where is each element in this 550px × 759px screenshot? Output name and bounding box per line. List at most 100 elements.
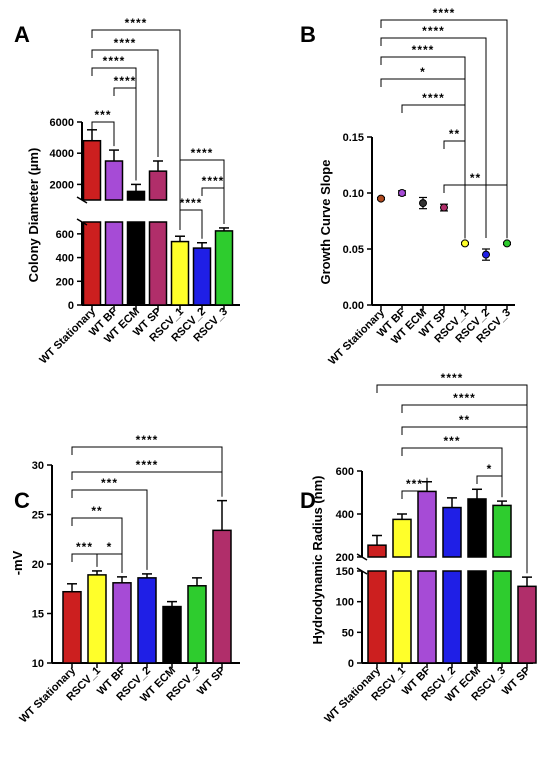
y-tick-label: 0.05 (343, 244, 364, 256)
bar-lower (442, 570, 462, 664)
bar-upper (492, 504, 512, 558)
significance-label: *** (94, 108, 111, 122)
panel-label: D (300, 488, 316, 513)
y-tick-label: 150 (336, 566, 354, 578)
significance-label: ** (459, 413, 470, 427)
y-tick-label: 400 (336, 509, 354, 521)
significance-label: **** (412, 43, 435, 57)
y-tick-label: 400 (56, 253, 74, 265)
bar (212, 529, 232, 664)
point (398, 189, 406, 197)
y-tick-label: 200 (56, 276, 74, 288)
bar-upper (417, 490, 437, 558)
y-tick-label: 600 (56, 229, 74, 241)
bar (112, 582, 132, 664)
significance-label: **** (422, 91, 445, 105)
significance-bracket (71, 553, 98, 567)
bar-upper (104, 160, 124, 201)
significance-bracket (380, 37, 487, 238)
bar-lower (148, 221, 168, 306)
significance-label: **** (114, 36, 137, 50)
x-tick-label: WT SP (195, 665, 228, 698)
bar (192, 247, 212, 306)
bar (62, 590, 82, 664)
y-tick-label: 4000 (50, 148, 74, 160)
significance-label: * (107, 540, 113, 554)
y-tick-label: 0.10 (343, 188, 364, 200)
y-tick-label: 25 (32, 510, 44, 522)
significance-label: **** (180, 196, 203, 210)
bar (214, 230, 234, 306)
bar-upper (442, 506, 462, 558)
significance-label: *** (76, 540, 93, 554)
y-tick-label: 20 (32, 559, 44, 571)
x-tick-label: WT Stationary (37, 305, 98, 366)
significance-label: *** (406, 477, 423, 491)
significance-bracket (71, 489, 148, 570)
bar-lower (367, 570, 387, 664)
point (503, 239, 511, 248)
y-tick-label: 600 (336, 466, 354, 478)
significance-bracket (401, 104, 466, 239)
significance-bracket (380, 19, 508, 220)
significance-label: **** (125, 16, 148, 30)
panel-d: D 600 400 200 150 100 50 0 Hydrodynamic Radius (… (300, 371, 537, 725)
significance-label: **** (422, 24, 445, 38)
significance-label: **** (433, 6, 456, 20)
bar (517, 585, 537, 664)
y-tick-label: 6000 (50, 117, 74, 129)
point (440, 203, 448, 212)
significance-bracket (443, 140, 466, 239)
significance-bracket (91, 49, 159, 157)
panel-b: B 0.00 0.05 0.10 0.15 Growth Curve Slope WT St… (300, 6, 515, 367)
bar-lower (104, 221, 124, 306)
x-tick-label: WT SP (500, 665, 533, 698)
significance-bracket (443, 184, 508, 239)
point (419, 199, 427, 208)
y-tick-label: 10 (32, 658, 44, 670)
bar-upper (367, 544, 387, 558)
significance-bracket (91, 29, 181, 230)
point (482, 250, 490, 259)
significance-label: **** (136, 433, 159, 447)
bar (162, 605, 182, 664)
point (377, 194, 385, 203)
significance-label: **** (103, 54, 126, 68)
significance-label: * (420, 65, 426, 79)
bar-lower (467, 570, 487, 664)
significance-label: **** (453, 391, 476, 405)
panel-label: B (300, 22, 316, 47)
bar-lower (492, 570, 512, 664)
significance-bracket (71, 517, 123, 573)
significance-label: *** (443, 434, 460, 448)
y-tick-label: 30 (32, 460, 44, 472)
bar (170, 240, 190, 306)
panel-label: A (14, 22, 30, 47)
significance-bracket (401, 477, 428, 499)
bar-lower (82, 221, 102, 306)
y-axis-label: Hydrodynamic Radius (nm) (310, 475, 325, 644)
y-tick-label: 2000 (50, 179, 74, 191)
significance-bracket (380, 56, 466, 239)
bar-upper (148, 170, 168, 201)
y-axis-label: -mV (10, 550, 25, 575)
significance-bracket (376, 384, 528, 574)
bar-lower (126, 221, 146, 306)
bar-upper (467, 498, 487, 558)
y-tick-label: 0.00 (343, 300, 364, 312)
bar (137, 577, 157, 664)
y-tick-label: 0 (68, 300, 74, 312)
significance-label: **** (441, 371, 464, 385)
bar-upper (82, 139, 102, 201)
axis-break-mark (356, 567, 368, 575)
significance-bracket (476, 475, 503, 498)
axis-break-mark (76, 218, 88, 226)
significance-label: *** (101, 476, 118, 490)
significance-label: ** (449, 127, 460, 141)
significance-label: **** (202, 174, 225, 188)
bar-upper (126, 190, 146, 201)
y-axis-label: Growth Curve Slope (318, 160, 333, 285)
